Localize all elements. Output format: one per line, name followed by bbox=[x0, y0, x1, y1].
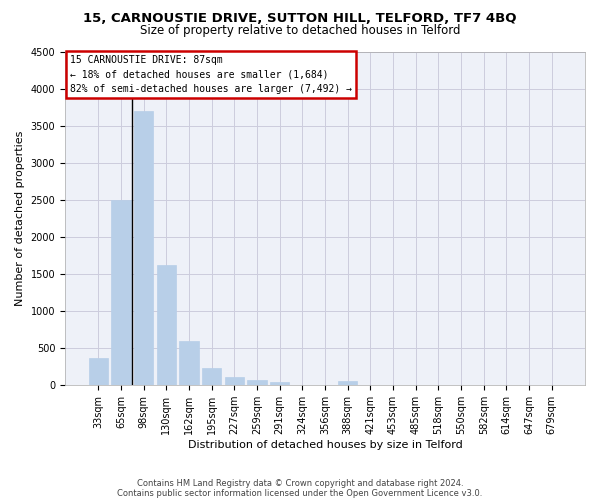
Bar bbox=[157, 265, 176, 385]
Y-axis label: Number of detached properties: Number of detached properties bbox=[15, 130, 25, 306]
Bar bbox=[202, 368, 221, 385]
Bar bbox=[89, 358, 108, 385]
X-axis label: Distribution of detached houses by size in Telford: Distribution of detached houses by size … bbox=[188, 440, 463, 450]
Bar bbox=[338, 381, 358, 385]
Bar bbox=[179, 342, 199, 385]
Text: 15 CARNOUSTIE DRIVE: 87sqm
← 18% of detached houses are smaller (1,684)
82% of s: 15 CARNOUSTIE DRIVE: 87sqm ← 18% of deta… bbox=[70, 55, 352, 94]
Bar bbox=[247, 380, 266, 385]
Bar bbox=[270, 382, 289, 385]
Bar bbox=[224, 378, 244, 385]
Text: Size of property relative to detached houses in Telford: Size of property relative to detached ho… bbox=[140, 24, 460, 37]
Text: 15, CARNOUSTIE DRIVE, SUTTON HILL, TELFORD, TF7 4BQ: 15, CARNOUSTIE DRIVE, SUTTON HILL, TELFO… bbox=[83, 12, 517, 26]
Bar bbox=[134, 111, 153, 385]
Text: Contains HM Land Registry data © Crown copyright and database right 2024.
Contai: Contains HM Land Registry data © Crown c… bbox=[118, 479, 482, 498]
Bar bbox=[112, 200, 131, 385]
